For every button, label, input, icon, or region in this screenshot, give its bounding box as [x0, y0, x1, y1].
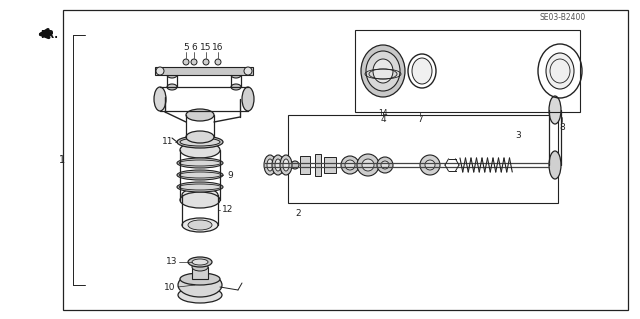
Text: 3: 3	[515, 130, 521, 139]
Ellipse shape	[362, 159, 374, 171]
Text: 9: 9	[227, 170, 233, 180]
Text: 15: 15	[200, 43, 212, 53]
Ellipse shape	[341, 156, 359, 174]
Text: 12: 12	[222, 205, 234, 214]
Ellipse shape	[231, 84, 241, 90]
Circle shape	[183, 59, 189, 65]
Text: FR.: FR.	[40, 30, 58, 40]
Text: 14: 14	[378, 109, 388, 118]
Ellipse shape	[178, 287, 222, 303]
Ellipse shape	[179, 172, 221, 178]
Ellipse shape	[272, 155, 284, 175]
Ellipse shape	[180, 273, 220, 285]
Circle shape	[203, 59, 209, 65]
Ellipse shape	[179, 184, 221, 190]
Bar	[63, 10, 628, 310]
Text: 1: 1	[59, 155, 65, 165]
Ellipse shape	[188, 220, 212, 230]
Ellipse shape	[267, 159, 273, 171]
Ellipse shape	[412, 58, 432, 84]
Circle shape	[191, 59, 197, 65]
Bar	[355, 30, 580, 112]
Ellipse shape	[275, 159, 281, 171]
Ellipse shape	[546, 53, 574, 89]
Ellipse shape	[373, 59, 393, 83]
Text: 6: 6	[191, 43, 197, 53]
Ellipse shape	[283, 159, 289, 171]
Ellipse shape	[425, 160, 435, 170]
Ellipse shape	[154, 87, 166, 111]
Ellipse shape	[291, 161, 299, 169]
Bar	[300, 156, 310, 174]
Ellipse shape	[182, 218, 218, 232]
Bar	[315, 154, 321, 176]
Ellipse shape	[182, 188, 218, 202]
Circle shape	[156, 67, 164, 75]
Ellipse shape	[264, 155, 276, 175]
Ellipse shape	[178, 273, 222, 297]
Text: 5: 5	[183, 43, 189, 53]
Ellipse shape	[280, 155, 292, 175]
Text: SE03-B2400: SE03-B2400	[540, 13, 586, 23]
Ellipse shape	[186, 131, 214, 143]
Ellipse shape	[179, 160, 221, 166]
Ellipse shape	[242, 87, 254, 111]
Ellipse shape	[188, 257, 212, 267]
Ellipse shape	[177, 158, 223, 168]
Ellipse shape	[377, 157, 393, 173]
Text: 4: 4	[380, 115, 386, 124]
Text: 13: 13	[166, 257, 178, 266]
Ellipse shape	[366, 51, 400, 91]
Circle shape	[215, 59, 221, 65]
Ellipse shape	[549, 151, 561, 179]
Ellipse shape	[180, 192, 220, 208]
Ellipse shape	[192, 259, 208, 265]
Ellipse shape	[420, 155, 440, 175]
Text: 7: 7	[417, 115, 423, 124]
Ellipse shape	[167, 84, 177, 90]
Ellipse shape	[549, 96, 561, 124]
Ellipse shape	[177, 170, 223, 180]
Text: 16: 16	[212, 43, 224, 53]
Ellipse shape	[345, 160, 355, 170]
Bar	[155, 67, 253, 75]
Ellipse shape	[177, 136, 223, 148]
Text: 11: 11	[163, 137, 173, 146]
Ellipse shape	[167, 72, 177, 78]
Bar	[288, 115, 558, 203]
Text: 2: 2	[295, 209, 301, 218]
Text: 8: 8	[559, 122, 565, 131]
Ellipse shape	[180, 138, 220, 146]
Ellipse shape	[177, 182, 223, 192]
Ellipse shape	[192, 263, 208, 271]
Ellipse shape	[357, 154, 379, 176]
Ellipse shape	[180, 142, 220, 158]
Ellipse shape	[381, 161, 389, 169]
Circle shape	[244, 67, 252, 75]
Ellipse shape	[231, 72, 241, 78]
Bar	[324, 157, 336, 173]
Text: 10: 10	[164, 283, 176, 292]
Bar	[192, 267, 208, 279]
Ellipse shape	[186, 109, 214, 121]
Ellipse shape	[361, 45, 405, 97]
